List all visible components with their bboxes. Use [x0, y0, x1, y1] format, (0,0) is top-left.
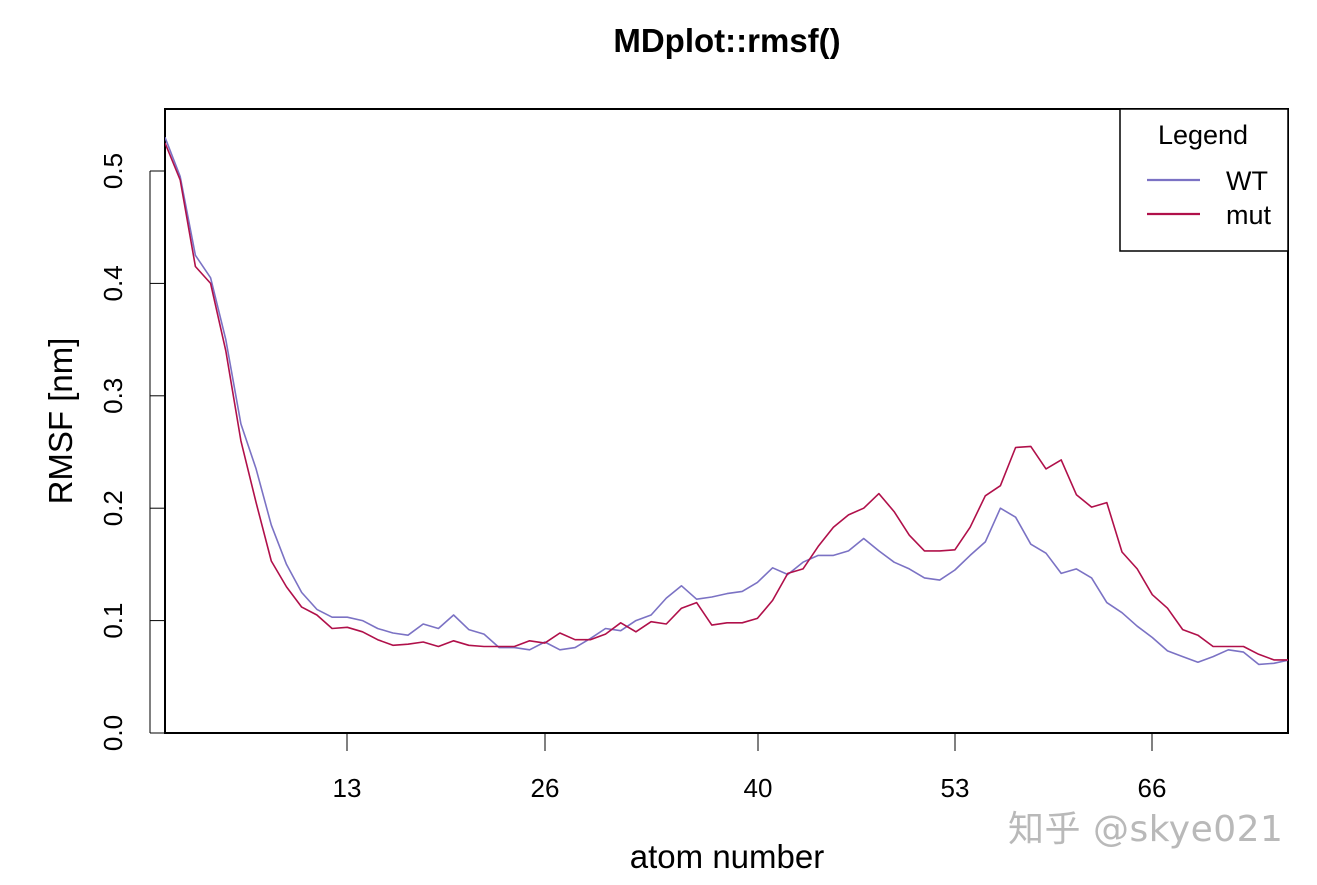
series-layer — [165, 137, 1288, 666]
legend-title: Legend — [1158, 120, 1248, 150]
x-tick-label: 26 — [531, 773, 560, 803]
legend: Legend WT mut — [1119, 108, 1289, 252]
y-tick-label: 0.5 — [98, 153, 128, 189]
x-tick-label: 66 — [1138, 773, 1167, 803]
watermark: 知乎 @skye021 — [1008, 809, 1284, 850]
legend-label-mut: mut — [1226, 200, 1272, 230]
x-axis: 13 26 40 53 66 — [333, 733, 1167, 803]
legend-label-wt: WT — [1226, 166, 1268, 196]
x-tick-label: 53 — [941, 773, 970, 803]
x-tick-label: 40 — [744, 773, 773, 803]
series-line-mut — [165, 142, 1288, 661]
y-tick-label: 0.4 — [98, 265, 128, 301]
y-axis-label: RMSF [nm] — [42, 338, 79, 505]
y-tick-label: 0.0 — [98, 715, 128, 751]
y-tick-label: 0.1 — [98, 603, 128, 639]
y-tick-label: 0.3 — [98, 378, 128, 414]
x-tick-label: 13 — [333, 773, 362, 803]
series-line-wt — [165, 137, 1288, 666]
y-axis: 0.0 0.1 0.2 0.3 0.4 0.5 — [98, 153, 165, 751]
plot-frame — [164, 108, 1289, 734]
x-axis-label: atom number — [630, 838, 824, 875]
chart-title: MDplot::rmsf() — [613, 22, 840, 59]
y-tick-label: 0.2 — [98, 490, 128, 526]
